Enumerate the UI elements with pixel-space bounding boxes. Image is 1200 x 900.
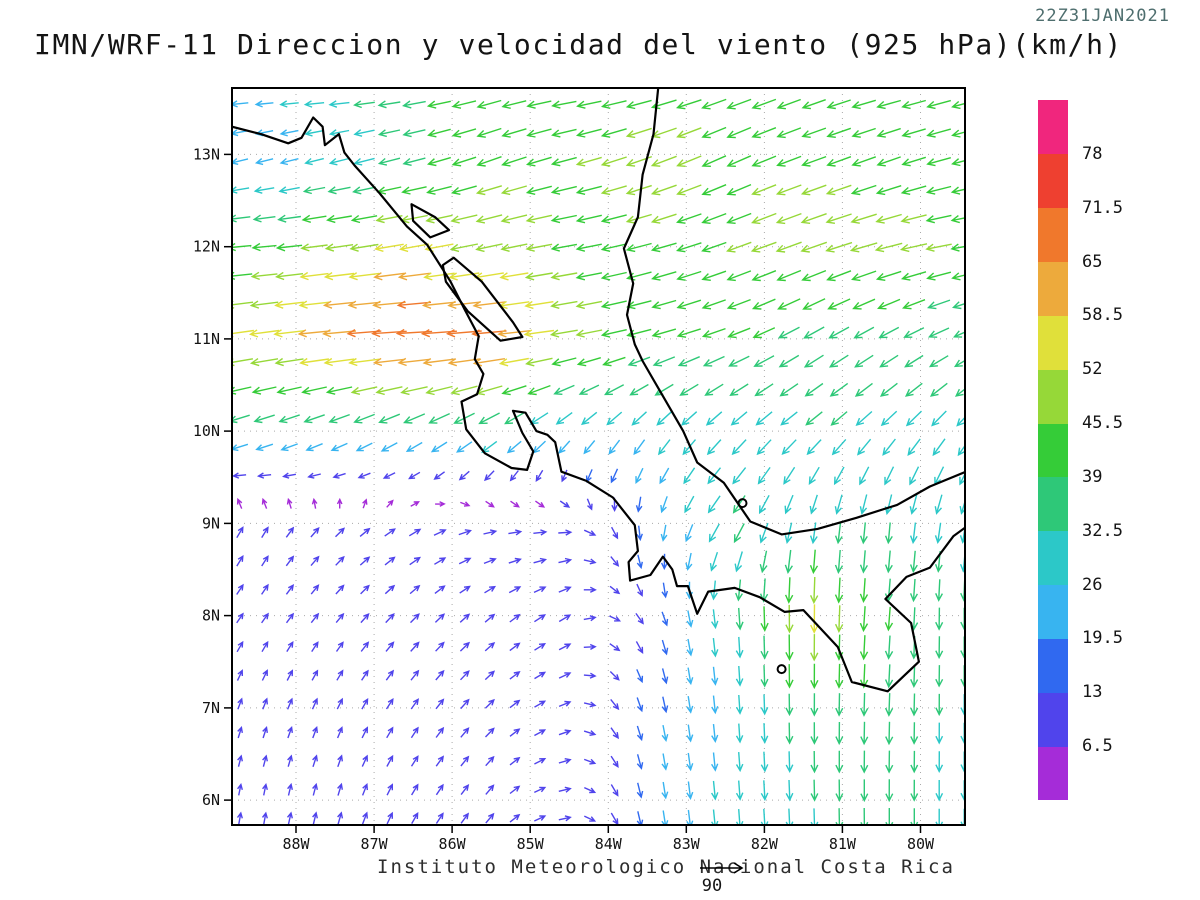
colorbar-segment [1038, 207, 1068, 263]
colorbar-segment [1038, 261, 1068, 316]
chart-title: IMN/WRF-11 Direccion y velocidad del vie… [34, 28, 1123, 61]
colorbar-tick-label: 58.5 [1082, 305, 1123, 326]
colorbar-segment [1038, 100, 1068, 155]
colorbar-segment [1038, 746, 1068, 801]
colorbar-tick-label: 45.5 [1082, 413, 1123, 434]
colorbar-tick-label: 71.5 [1082, 197, 1123, 218]
valid-time: 22Z31JAN2021 [1035, 6, 1170, 26]
caption: Instituto Meteorologico Nacional Costa R… [377, 856, 955, 878]
colorbar-tick-label: 78 [1082, 143, 1103, 164]
colorbar-tick-label: 19.5 [1082, 628, 1123, 649]
colorbar-segment [1038, 423, 1068, 478]
colorbar-tick-label: 52 [1082, 359, 1103, 380]
colorbar-segment [1038, 476, 1068, 532]
colorbar-tick-label: 13 [1082, 682, 1103, 703]
colorbar-segment [1038, 530, 1068, 586]
colorbar-tick-label: 39 [1082, 466, 1103, 487]
colorbar-tick-label: 26 [1082, 574, 1103, 595]
colorbar-tick-label: 32.5 [1082, 520, 1123, 541]
colorbar-segment [1038, 692, 1068, 747]
colorbar-segment [1038, 153, 1068, 209]
colorbar-segment [1038, 584, 1068, 639]
colorbar-segment [1038, 369, 1068, 424]
colorbar-segment [1038, 638, 1068, 693]
colorbar-tick-label: 6.5 [1082, 736, 1113, 757]
colorbar-tick-label: 65 [1082, 251, 1103, 272]
reference-arrow-label: 90 [701, 876, 723, 896]
colorbar-segment [1038, 315, 1068, 370]
